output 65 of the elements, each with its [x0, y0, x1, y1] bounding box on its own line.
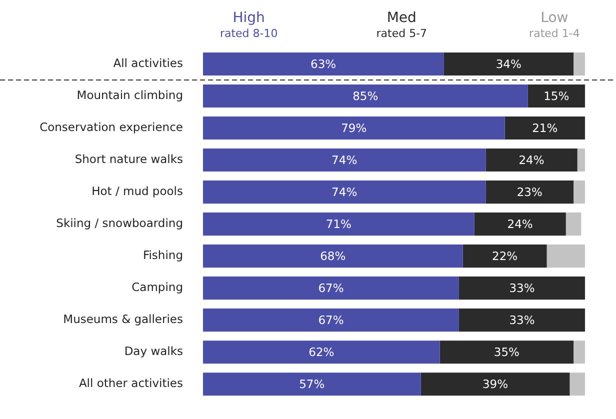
data-label: 71% — [326, 217, 352, 232]
bar — [566, 212, 582, 236]
bar — [574, 340, 585, 364]
data-label: 68% — [320, 249, 346, 264]
data-label: 79% — [341, 121, 367, 136]
bar — [203, 308, 459, 332]
data-label: 57% — [299, 377, 325, 392]
data-label: 34% — [496, 56, 522, 71]
data-label: 21% — [532, 121, 558, 136]
bar — [203, 148, 486, 172]
series-label: High rated 8-10 — [220, 10, 278, 40]
data-label: 24% — [518, 153, 544, 168]
data-label: 39% — [482, 377, 508, 392]
bar — [574, 180, 585, 204]
y-tick-label: Mountain climbing — [76, 88, 183, 102]
y-tick-label: Hot / mud pools — [92, 184, 183, 198]
data-label: 35% — [494, 345, 520, 360]
bar — [203, 244, 463, 268]
y-tick-label: Skiing / snowboarding — [56, 216, 183, 230]
bar — [570, 372, 585, 396]
bar — [444, 52, 574, 76]
data-label: 74% — [332, 185, 358, 200]
bar — [486, 148, 578, 172]
data-label: 67% — [318, 313, 344, 328]
data-label: 62% — [308, 345, 334, 360]
y-tick-label: Camping — [132, 280, 183, 294]
bar — [458, 308, 585, 332]
y-tick-label: All activities — [113, 56, 183, 70]
y-tick-label: Day walks — [124, 344, 183, 358]
data-label: 23% — [516, 185, 542, 200]
bar — [504, 116, 585, 140]
data-label: 22% — [492, 249, 518, 264]
data-label: 74% — [332, 153, 358, 168]
bar — [577, 148, 585, 172]
data-label: 33% — [509, 281, 535, 296]
data-label: 63% — [310, 56, 336, 71]
bar — [420, 372, 570, 396]
y-tick-label: Conservation experience — [40, 120, 183, 134]
bar — [203, 372, 421, 396]
y-tick-label: Fishing — [142, 248, 183, 262]
bar — [203, 116, 505, 140]
bar — [546, 244, 585, 268]
bar — [528, 84, 585, 108]
series-label: Med rated 5-7 — [376, 10, 428, 40]
bar — [440, 340, 574, 364]
bar — [203, 340, 440, 364]
bar — [203, 212, 474, 236]
data-label: 85% — [352, 89, 378, 103]
bar — [458, 276, 585, 300]
bar — [203, 276, 459, 300]
bar — [574, 52, 585, 76]
bar — [462, 244, 547, 268]
series-label: Low rated 1-4 — [529, 10, 580, 40]
y-tick-label: Museums & galleries — [63, 312, 184, 326]
data-label: 67% — [318, 281, 344, 296]
data-label: 24% — [507, 217, 533, 232]
bar — [203, 84, 528, 108]
bar — [203, 52, 444, 76]
y-tick-label: All other activities — [78, 376, 183, 390]
data-label: 33% — [509, 313, 535, 328]
bar — [486, 180, 574, 204]
bar — [203, 180, 486, 204]
data-label: 15% — [544, 89, 570, 103]
y-tick-label: Short nature walks — [74, 152, 184, 166]
bar — [474, 212, 566, 236]
